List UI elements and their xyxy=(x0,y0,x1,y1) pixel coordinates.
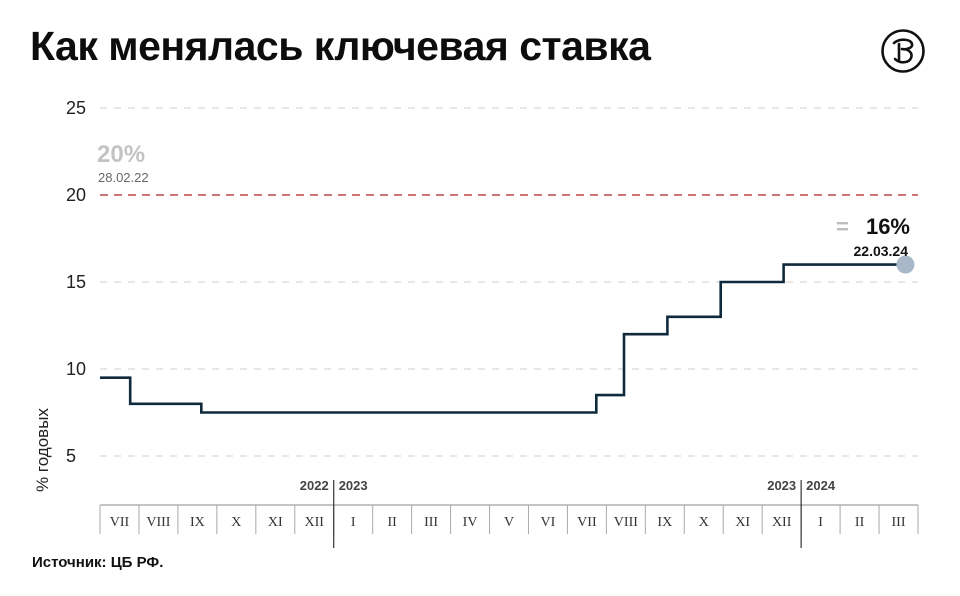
annotations: 20% 28.02.22 = 16% 22.03.24 xyxy=(97,141,910,259)
month-tick-label: II xyxy=(387,515,397,530)
annotation-end-value: 16% xyxy=(866,214,910,239)
month-tick-label: III xyxy=(424,515,438,530)
year-label: 2024 xyxy=(806,478,836,493)
month-tick-label: I xyxy=(818,515,823,530)
month-tick-label: I xyxy=(351,515,356,530)
month-tick-label: VIII xyxy=(146,515,170,530)
month-tick-label: VIII xyxy=(614,515,638,530)
month-tick-label: XII xyxy=(305,515,325,530)
month-tick-label: II xyxy=(855,515,865,530)
month-tick-label: IX xyxy=(190,515,205,530)
month-tick-label: XI xyxy=(268,515,283,530)
year-label: 2022 xyxy=(300,478,329,493)
annotation-unchanged-symbol: = xyxy=(836,214,849,239)
y-tick-label: 5 xyxy=(66,446,76,466)
vedomosti-logo-icon xyxy=(881,29,925,73)
last-point-marker xyxy=(896,255,915,274)
series-group xyxy=(100,255,915,414)
page-title: Как менялась ключевая ставка xyxy=(30,23,651,69)
month-tick-label: V xyxy=(504,515,514,530)
month-tick-label: III xyxy=(892,515,906,530)
series-line xyxy=(100,263,906,414)
y-axis-ticks: 5 10 15 20 25 xyxy=(66,98,86,466)
month-tick-label: XI xyxy=(735,515,750,530)
y-axis-label: % годовых xyxy=(33,408,52,492)
annotation-start-date: 28.02.22 xyxy=(98,170,149,185)
month-tick-label: IV xyxy=(463,515,478,530)
y-tick-label: 20 xyxy=(66,185,86,205)
month-tick-label: VI xyxy=(541,515,556,530)
annotation-start-value: 20% xyxy=(97,141,145,168)
year-label: 2023 xyxy=(339,478,368,493)
y-tick-label: 25 xyxy=(66,98,86,118)
month-tick-label: IX xyxy=(657,515,672,530)
month-axis: VII VIII IX X XI XII I II III IV V VI VII VIII IX X XI XI… xyxy=(99,478,919,548)
source-note: Источник: ЦБ РФ. xyxy=(32,554,164,571)
annotation-end-date: 22.03.24 xyxy=(854,243,909,259)
y-tick-label: 15 xyxy=(66,272,86,292)
month-tick-label: X xyxy=(699,515,709,530)
y-tick-label: 10 xyxy=(66,359,86,379)
month-tick-label: VII xyxy=(110,515,130,530)
month-tick-label: X xyxy=(231,515,241,530)
month-tick-label: XII xyxy=(772,515,792,530)
grid-lines xyxy=(100,107,918,457)
month-tick-label: VII xyxy=(577,515,597,530)
year-label: 2023 xyxy=(767,478,796,493)
